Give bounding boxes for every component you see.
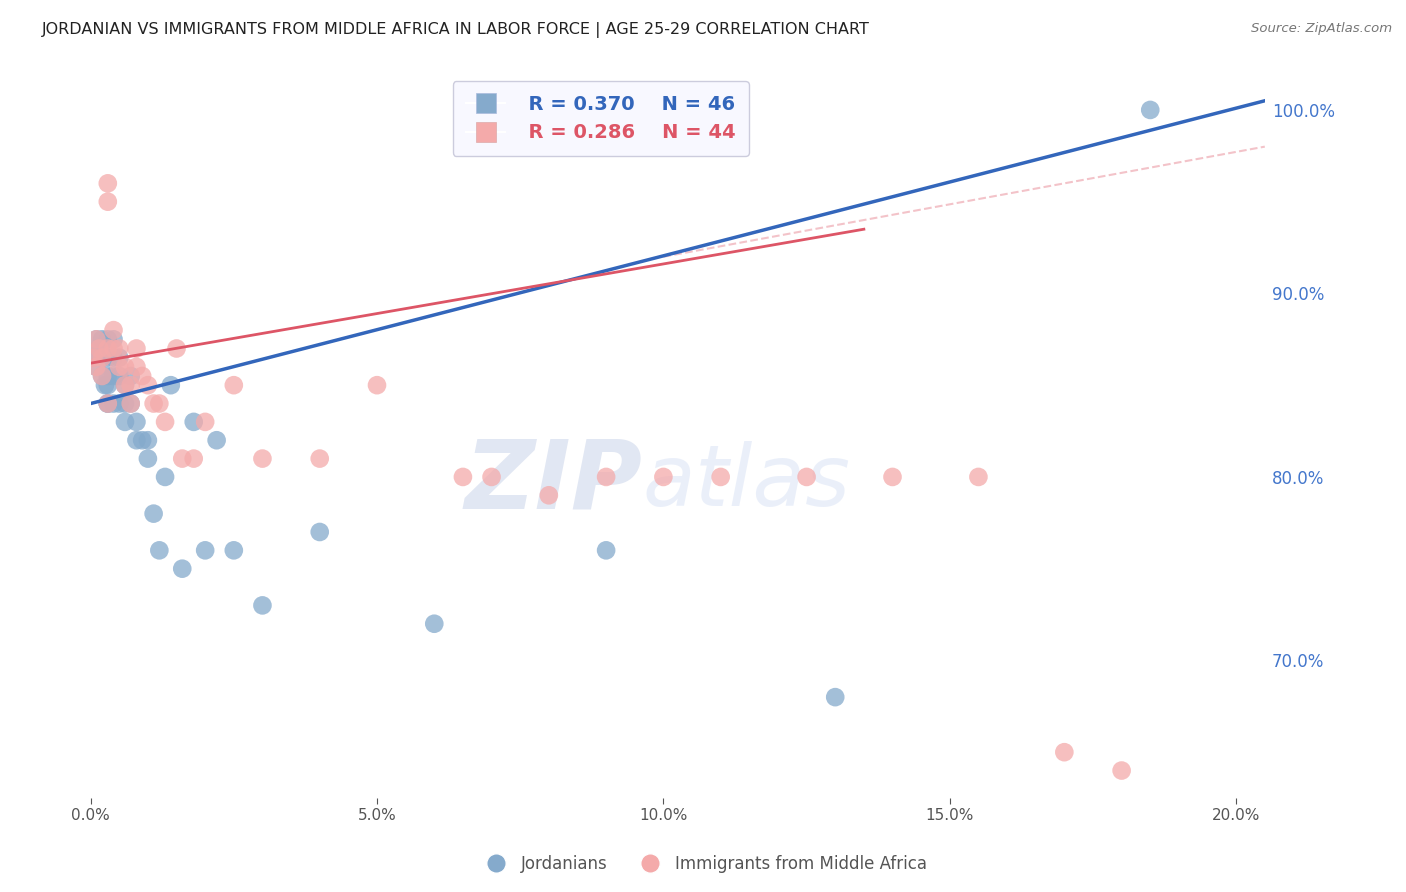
Point: [1053, 745, 1076, 759]
Point: [222, 378, 245, 392]
Point: [108, 342, 131, 356]
Point: [86, 332, 108, 346]
Point: [125, 342, 148, 356]
Point: [652, 470, 675, 484]
Text: ZIP: ZIP: [464, 436, 643, 529]
Point: [252, 599, 274, 613]
Point: [103, 369, 125, 384]
Point: [91, 332, 114, 346]
Point: [86, 332, 108, 346]
Point: [125, 415, 148, 429]
Point: [131, 434, 153, 448]
Point: [136, 378, 159, 392]
Point: [451, 470, 474, 484]
Text: atlas: atlas: [643, 441, 851, 524]
Point: [114, 359, 136, 374]
Point: [103, 323, 125, 337]
Point: [136, 434, 159, 448]
Point: [97, 194, 120, 209]
Point: [423, 616, 446, 631]
Point: [120, 369, 142, 384]
Point: [148, 543, 170, 558]
Point: [97, 396, 120, 410]
Point: [82, 351, 104, 365]
Point: [481, 470, 503, 484]
Point: [796, 470, 818, 484]
Point: [194, 415, 217, 429]
Point: [366, 378, 388, 392]
Point: [114, 396, 136, 410]
Point: [1139, 103, 1161, 117]
Point: [194, 543, 217, 558]
Point: [222, 543, 245, 558]
Point: [710, 470, 733, 484]
Point: [103, 351, 125, 365]
Point: [89, 342, 111, 356]
Legend:   R = 0.370    N = 46,   R = 0.286    N = 44: R = 0.370 N = 46, R = 0.286 N = 44: [453, 81, 749, 156]
Point: [595, 470, 617, 484]
Point: [97, 342, 120, 356]
Point: [125, 359, 148, 374]
Point: [120, 396, 142, 410]
Point: [537, 488, 560, 502]
Point: [172, 562, 194, 576]
Point: [153, 470, 176, 484]
Point: [97, 396, 120, 410]
Point: [114, 378, 136, 392]
Point: [1111, 764, 1133, 778]
Point: [114, 378, 136, 392]
Point: [91, 351, 114, 365]
Point: [142, 507, 165, 521]
Point: [120, 378, 142, 392]
Point: [142, 396, 165, 410]
Point: [114, 415, 136, 429]
Point: [97, 396, 120, 410]
Point: [97, 177, 120, 191]
Point: [91, 351, 114, 365]
Point: [125, 434, 148, 448]
Point: [103, 396, 125, 410]
Text: Source: ZipAtlas.com: Source: ZipAtlas.com: [1251, 22, 1392, 36]
Point: [108, 359, 131, 374]
Point: [308, 524, 330, 539]
Point: [94, 378, 117, 392]
Point: [159, 378, 181, 392]
Point: [183, 415, 205, 429]
Point: [86, 359, 108, 374]
Point: [172, 451, 194, 466]
Point: [824, 690, 846, 705]
Point: [97, 369, 120, 384]
Point: [91, 369, 114, 384]
Point: [967, 470, 990, 484]
Point: [108, 369, 131, 384]
Point: [183, 451, 205, 466]
Point: [120, 396, 142, 410]
Point: [166, 342, 188, 356]
Point: [882, 470, 904, 484]
Point: [153, 415, 176, 429]
Legend: Jordanians, Immigrants from Middle Africa: Jordanians, Immigrants from Middle Afric…: [472, 848, 934, 880]
Point: [97, 351, 120, 365]
Point: [108, 396, 131, 410]
Point: [252, 451, 274, 466]
Point: [205, 434, 228, 448]
Point: [86, 359, 108, 374]
Point: [89, 342, 111, 356]
Point: [595, 543, 617, 558]
Point: [103, 342, 125, 356]
Point: [91, 369, 114, 384]
Point: [131, 369, 153, 384]
Point: [108, 351, 131, 365]
Point: [308, 451, 330, 466]
Point: [97, 332, 120, 346]
Point: [97, 378, 120, 392]
Point: [136, 451, 159, 466]
Point: [82, 351, 104, 365]
Text: JORDANIAN VS IMMIGRANTS FROM MIDDLE AFRICA IN LABOR FORCE | AGE 25-29 CORRELATIO: JORDANIAN VS IMMIGRANTS FROM MIDDLE AFRI…: [42, 22, 870, 38]
Point: [103, 332, 125, 346]
Point: [148, 396, 170, 410]
